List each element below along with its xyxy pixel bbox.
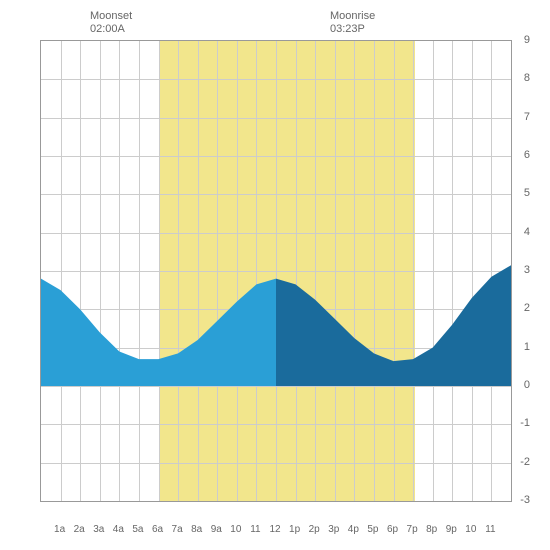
y-tick-label: 7 (524, 111, 530, 123)
x-tick-label: 3a (93, 524, 104, 535)
y-tick-label: 1 (524, 341, 530, 353)
y-tick-label: 2 (524, 302, 530, 314)
y-tick-label: 9 (524, 34, 530, 46)
y-tick-label: 4 (524, 226, 530, 238)
x-tick-label: 6p (387, 524, 398, 535)
x-tick-label: 4a (113, 524, 124, 535)
x-tick-label: 2a (74, 524, 85, 535)
x-tick-label: 6a (152, 524, 163, 535)
x-axis: 1a 2a 3a 4a 5a 6a 7a 8a 9a 10 11 12 1p 2p 3p 4p 5p 6p 7p 8p… (40, 520, 510, 540)
moonrise-title: Moonrise (330, 10, 375, 22)
chart-header: Moonset 02:00A Moonrise 03:23P (10, 10, 540, 40)
tide-area (41, 41, 511, 501)
y-tick-label: -2 (520, 456, 530, 468)
x-tick-label: 7p (407, 524, 418, 535)
y-tick-label: 5 (524, 187, 530, 199)
moonrise-time: 03:23P (330, 23, 365, 35)
x-tick-label: 1a (54, 524, 65, 535)
x-tick-label: 9p (446, 524, 457, 535)
y-tick-label: 0 (524, 379, 530, 391)
x-tick-label: 10 (230, 524, 241, 535)
y-tick-label: 8 (524, 72, 530, 84)
x-tick-label: 10 (465, 524, 476, 535)
x-tick-label: 1p (289, 524, 300, 535)
x-tick-label: 8p (426, 524, 437, 535)
x-tick-label: 4p (348, 524, 359, 535)
moonrise-label: Moonrise 03:23P (330, 10, 375, 36)
y-tick-label: 6 (524, 149, 530, 161)
x-tick-label: 5a (132, 524, 143, 535)
tide-area-am (41, 279, 276, 386)
moonset-time: 02:00A (90, 23, 125, 35)
x-tick-label: 9a (211, 524, 222, 535)
x-tick-label: 11 (250, 524, 260, 535)
x-tick-label: 5p (367, 524, 378, 535)
x-tick-label: 8a (191, 524, 202, 535)
moonset-title: Moonset (90, 10, 132, 22)
y-axis: -3-2-10123456789 (512, 40, 540, 500)
x-tick-label: 2p (309, 524, 320, 535)
tide-area-pm (276, 265, 511, 386)
y-tick-label: 3 (524, 264, 530, 276)
tide-chart: Moonset 02:00A Moonrise 03:23P -3-2-1012… (10, 10, 540, 540)
x-tick-label: 11 (485, 524, 495, 535)
y-tick-label: -1 (520, 417, 530, 429)
x-tick-label: 12 (269, 524, 280, 535)
moonset-label: Moonset 02:00A (90, 10, 132, 36)
x-tick-label: 7a (172, 524, 183, 535)
plot-area (40, 40, 512, 502)
x-tick-label: 3p (328, 524, 339, 535)
y-tick-label: -3 (520, 494, 530, 506)
